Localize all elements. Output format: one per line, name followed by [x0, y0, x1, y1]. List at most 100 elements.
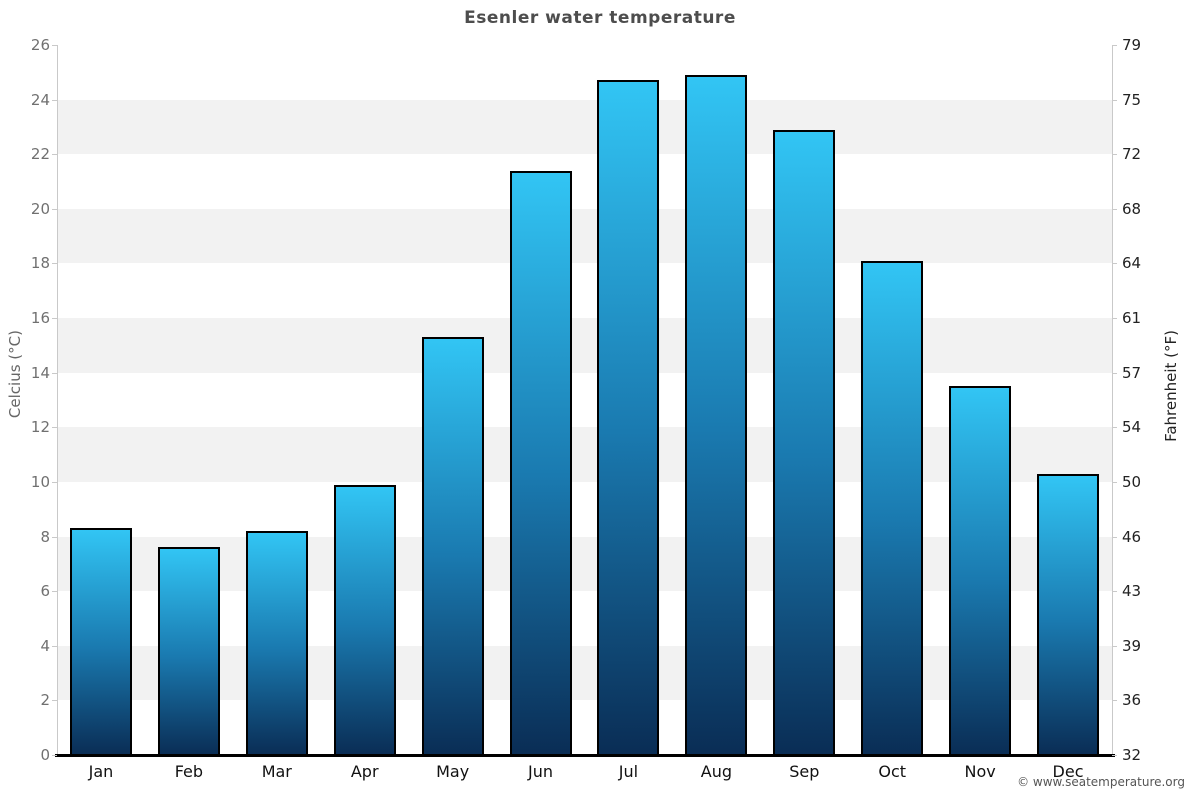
- y-tick-label-fahrenheit: 36: [1122, 691, 1142, 710]
- y-tick-mark-right: [1112, 45, 1117, 46]
- y-tick-mark-right: [1112, 755, 1117, 756]
- y-tick-label-fahrenheit: 50: [1122, 472, 1142, 491]
- bar-oct[interactable]: [861, 261, 924, 755]
- plot-area: [57, 45, 1112, 755]
- grid-band: [57, 208, 1112, 264]
- y-axis-title-fahrenheit: Fahrenheit (°F): [1162, 330, 1180, 442]
- y-tick-mark-left: [52, 318, 57, 320]
- bar-aug[interactable]: [685, 75, 748, 755]
- y-tick-label-celsius: 0: [40, 746, 50, 764]
- x-tick-label-may: May: [436, 762, 470, 781]
- y-tick-label-fahrenheit: 57: [1122, 363, 1142, 382]
- y-tick-mark-left: [52, 536, 57, 538]
- y-tick-mark-right: [1112, 536, 1117, 538]
- y-tick-label-celsius: 4: [40, 636, 50, 655]
- y-tick-mark-left: [52, 755, 57, 756]
- y-tick-mark-right: [1112, 427, 1117, 429]
- y-tick-label-celsius: 20: [30, 199, 50, 218]
- bar-mar[interactable]: [245, 531, 308, 755]
- y-tick-mark-right: [1112, 700, 1117, 702]
- y-tick-mark-left: [52, 372, 57, 374]
- y-tick-label-celsius: 18: [30, 254, 50, 273]
- bar-jul[interactable]: [597, 80, 660, 755]
- y-tick-label-celsius: 22: [30, 145, 50, 164]
- x-tick-label-jan: Jan: [88, 762, 114, 781]
- y-tick-mark-right: [1112, 154, 1117, 156]
- x-tick-label-mar: Mar: [261, 762, 292, 781]
- x-tick-label-sep: Sep: [789, 762, 820, 781]
- y-tick-label-fahrenheit: 75: [1122, 90, 1142, 109]
- chart-title: Esenler water temperature: [464, 8, 736, 28]
- x-axis-line: [55, 754, 1115, 757]
- y-tick-mark-right: [1112, 372, 1117, 374]
- x-tick-label-apr: Apr: [350, 762, 379, 781]
- bar-may[interactable]: [421, 337, 484, 755]
- y-tick-mark-right: [1112, 481, 1117, 483]
- y-tick-mark-right: [1112, 263, 1117, 265]
- y-tick-label-fahrenheit: 68: [1122, 199, 1142, 218]
- x-tick-label-oct: Oct: [878, 762, 907, 781]
- y-tick-mark-left: [52, 99, 57, 101]
- bar-sep[interactable]: [773, 130, 836, 755]
- bar-jun[interactable]: [509, 171, 572, 755]
- y-tick-label-fahrenheit: 54: [1122, 418, 1142, 437]
- grid-band: [57, 481, 1112, 537]
- y-tick-mark-right: [1112, 591, 1117, 593]
- y-tick-label-celsius: 26: [30, 36, 50, 54]
- y-tick-label-fahrenheit: 39: [1122, 636, 1142, 655]
- y-tick-label-fahrenheit: 43: [1122, 582, 1142, 601]
- bar-jan[interactable]: [69, 528, 132, 755]
- y-tick-label-celsius: 8: [40, 527, 50, 546]
- grid-band: [57, 318, 1112, 373]
- y-tick-mark-right: [1112, 208, 1117, 210]
- y-axis-line-right: [1112, 45, 1113, 755]
- y-tick-mark-left: [52, 481, 57, 483]
- y-tick-label-celsius: 6: [40, 582, 50, 601]
- y-tick-mark-left: [52, 427, 57, 429]
- grid-band: [57, 591, 1112, 646]
- x-tick-label-nov: Nov: [964, 762, 996, 781]
- x-tick-label-dec: Dec: [1052, 762, 1084, 781]
- bar-apr[interactable]: [333, 485, 396, 755]
- grid-band: [57, 263, 1112, 319]
- y-tick-mark-left: [52, 591, 57, 593]
- y-tick-label-fahrenheit: 64: [1122, 254, 1142, 273]
- grid-band: [57, 700, 1112, 755]
- y-tick-label-fahrenheit: 46: [1122, 527, 1142, 546]
- bar-nov[interactable]: [949, 386, 1012, 755]
- y-tick-mark-left: [52, 263, 57, 265]
- y-tick-mark-right: [1112, 318, 1117, 320]
- y-tick-label-celsius: 10: [30, 472, 50, 491]
- grid-band: [57, 45, 1112, 100]
- y-tick-mark-right: [1112, 645, 1117, 647]
- y-tick-mark-left: [52, 45, 57, 46]
- bar-dec[interactable]: [1037, 474, 1100, 755]
- grid-band: [57, 536, 1112, 592]
- x-tick-label-aug: Aug: [700, 762, 732, 781]
- x-tick-label-jun: Jun: [528, 762, 554, 781]
- x-tick-label-jul: Jul: [618, 762, 639, 781]
- y-tick-mark-right: [1112, 99, 1117, 101]
- y-tick-label-fahrenheit: 61: [1122, 309, 1142, 328]
- y-tick-label-celsius: 14: [30, 363, 50, 382]
- y-tick-label-celsius: 16: [30, 309, 50, 328]
- grid-band: [57, 427, 1112, 482]
- grid-band: [57, 99, 1112, 155]
- y-tick-label-fahrenheit: 72: [1122, 145, 1142, 164]
- grid-band: [57, 372, 1112, 428]
- y-axis-line-left: [57, 45, 58, 755]
- y-tick-mark-left: [52, 154, 57, 156]
- grid-band: [57, 645, 1112, 701]
- y-tick-label-celsius: 24: [30, 90, 50, 109]
- y-tick-label-fahrenheit: 79: [1122, 36, 1142, 54]
- y-tick-label-celsius: 2: [40, 691, 50, 710]
- copyright-footer: © www.seatemperature.org: [1017, 775, 1185, 789]
- y-tick-mark-left: [52, 700, 57, 702]
- y-tick-label-fahrenheit: 32: [1122, 746, 1142, 764]
- x-tick-label-feb: Feb: [174, 762, 204, 781]
- grid-band: [57, 154, 1112, 209]
- bar-feb[interactable]: [157, 547, 220, 755]
- y-tick-mark-left: [52, 645, 57, 647]
- y-tick-mark-left: [52, 208, 57, 210]
